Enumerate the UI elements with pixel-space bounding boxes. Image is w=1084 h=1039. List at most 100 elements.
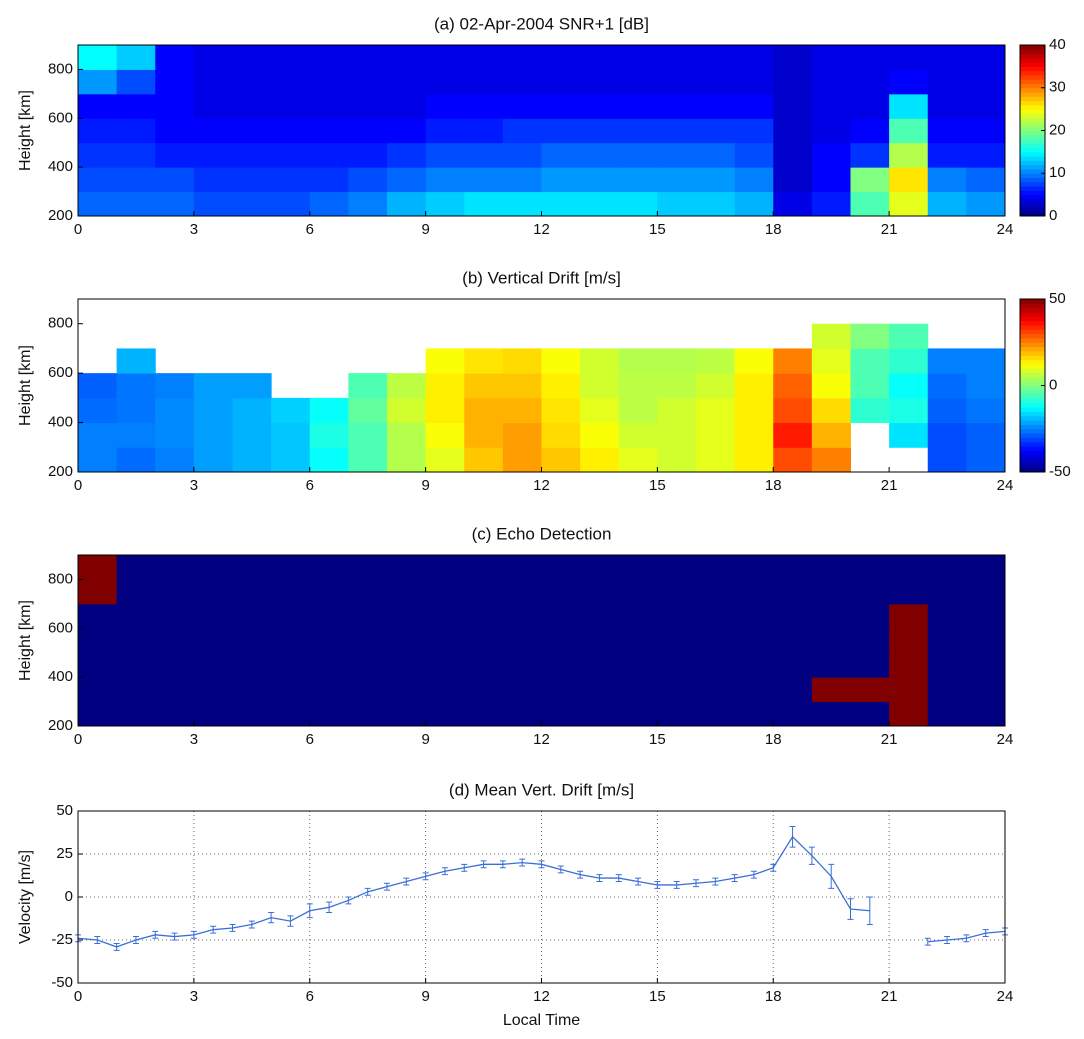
heat-cell	[927, 93, 967, 119]
y-tick-label: 400	[48, 414, 73, 431]
colorbar-segment	[1020, 203, 1045, 208]
heat-cell	[193, 118, 233, 144]
y-tick-label: 600	[48, 364, 73, 381]
heat-cell	[387, 603, 427, 629]
colorbar-segment	[1020, 320, 1045, 326]
heat-cell	[966, 422, 1006, 448]
heat-cell	[541, 191, 581, 217]
heat-cell	[889, 93, 929, 119]
y-tick-label: 200	[48, 463, 73, 480]
colorbar-tick-label: 20	[1049, 121, 1066, 138]
error-bar	[190, 930, 197, 939]
heat-cell	[232, 447, 272, 473]
colorbar-segment	[1020, 109, 1045, 114]
heat-cell	[889, 677, 929, 703]
colorbar-segment	[1020, 207, 1045, 213]
heat-cell	[155, 191, 195, 217]
heat-cell	[425, 652, 465, 678]
heat-cell	[348, 93, 388, 119]
heat-cell	[541, 373, 581, 399]
panel-title: (a) 02-Apr-2004 SNR+1 [dB]	[434, 14, 649, 33]
heat-cell	[116, 628, 156, 654]
error-bar	[248, 920, 255, 929]
heat-cell	[232, 69, 272, 95]
heat-cell	[193, 69, 233, 95]
colorbar-segment	[1020, 62, 1045, 67]
heat-cell	[889, 422, 929, 448]
error-bar	[712, 877, 719, 886]
colorbar-tick-label: 40	[1049, 36, 1066, 53]
heat-cell	[502, 397, 542, 424]
error-bar	[345, 896, 352, 905]
y-tick-label: 0	[65, 888, 73, 905]
heat-cell	[387, 118, 427, 144]
heat-cell	[811, 93, 851, 119]
heat-cell	[502, 652, 542, 678]
heat-cell	[618, 93, 658, 119]
heat-cell	[193, 93, 233, 119]
heat-cell	[155, 701, 195, 727]
heat-cell	[348, 555, 388, 580]
error-bar	[171, 932, 178, 941]
heat-cell	[309, 652, 349, 678]
colorbar-segment	[1020, 389, 1045, 395]
heat-cell	[348, 628, 388, 654]
heat-cell	[193, 701, 233, 727]
error-bar	[963, 934, 970, 943]
heat-cell	[580, 447, 620, 473]
heat-cell	[348, 603, 388, 629]
heat-cell	[618, 45, 658, 70]
heat-cell	[734, 142, 774, 168]
heat-cell	[850, 142, 890, 168]
heat-cell	[309, 677, 349, 703]
heat-cell	[773, 373, 813, 399]
heat-cell	[502, 447, 542, 473]
heat-cell	[580, 167, 620, 193]
heat-cell	[696, 628, 736, 654]
error-bar	[944, 936, 951, 944]
heat-cell	[271, 603, 311, 629]
heat-cell	[580, 652, 620, 678]
error-bar	[403, 877, 410, 886]
heat-cell	[78, 167, 118, 193]
heat-cell	[387, 422, 427, 448]
heat-cell	[773, 652, 813, 678]
colorbar-segment	[1020, 333, 1045, 339]
heat-cell	[232, 373, 272, 399]
heat-cell	[425, 555, 465, 580]
heat-cell	[696, 348, 736, 374]
colorbar-segment	[1020, 324, 1045, 330]
heat-cell	[966, 603, 1006, 629]
heat-cell	[657, 118, 697, 144]
heat-cell	[811, 323, 851, 349]
colorbar-segment	[1020, 346, 1045, 352]
heat-cell	[696, 45, 736, 70]
y-tick-label: 400	[48, 158, 73, 175]
heat-cell	[232, 677, 272, 703]
heat-cell	[850, 118, 890, 144]
heat-cell	[889, 167, 929, 193]
heat-cell	[657, 628, 697, 654]
heat-cell	[155, 69, 195, 95]
heat-cell	[773, 397, 813, 424]
colorbar-segment	[1020, 329, 1045, 335]
heat-cell	[387, 677, 427, 703]
error-bar	[557, 865, 564, 874]
heat-cell	[193, 628, 233, 654]
heat-cell	[309, 167, 349, 193]
heat-cell	[811, 373, 851, 399]
heat-cell	[618, 397, 658, 424]
colorbar-segment	[1020, 57, 1045, 63]
heat-cell	[232, 118, 272, 144]
heat-cell	[193, 603, 233, 629]
heat-cell	[811, 118, 851, 144]
heat-cell	[966, 652, 1006, 678]
heat-cell	[271, 142, 311, 168]
heat-cell	[387, 142, 427, 168]
colorbar-tick-label: 50	[1049, 290, 1066, 307]
colorbar-segment	[1020, 299, 1045, 304]
heat-cell	[696, 397, 736, 424]
heat-cell	[618, 142, 658, 168]
panel-title: (b) Vertical Drift [m/s]	[462, 268, 621, 287]
heat-cell	[193, 555, 233, 580]
